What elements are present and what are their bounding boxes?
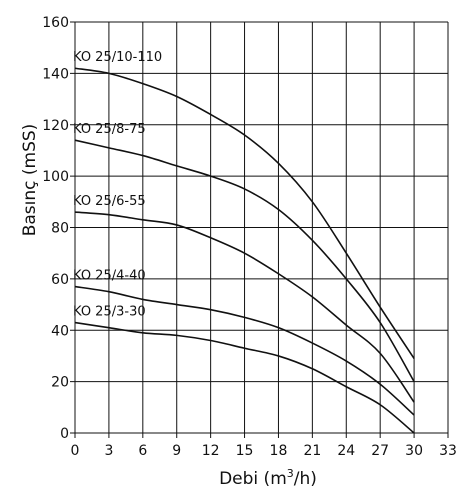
x-tick-label: 3 xyxy=(104,443,113,459)
series-curve xyxy=(74,285,415,416)
x-tick-label: 18 xyxy=(270,443,288,459)
y-tick-label: 100 xyxy=(42,169,69,185)
series-curve xyxy=(74,321,415,434)
x-tick-label: 27 xyxy=(371,443,389,459)
x-tick-label: 15 xyxy=(236,443,254,459)
x-tick-label: 6 xyxy=(138,443,147,459)
grid xyxy=(70,21,449,438)
series-label: KO 25/4-40 xyxy=(73,269,146,284)
y-axis-ticks: 0 20 40 60 80 100 120 140 160 xyxy=(42,15,69,442)
x-axis-title: Debi (m3/h) xyxy=(219,467,317,489)
x-axis-ticks: 0 3 6 9 12 15 18 21 24 27 30 33 xyxy=(71,443,457,459)
y-tick-label: 40 xyxy=(51,323,69,339)
series-curve xyxy=(74,211,415,403)
y-tick-label: 0 xyxy=(60,426,69,442)
x-tick-label: 9 xyxy=(172,443,181,459)
y-tick-label: 120 xyxy=(42,118,69,134)
y-tick-label: 80 xyxy=(51,221,69,237)
x-tick-label: 24 xyxy=(337,443,355,459)
series-curve xyxy=(74,67,415,359)
series-curve xyxy=(74,139,415,383)
y-tick-label: 60 xyxy=(51,272,69,288)
series-labels: KO 25/10-110 KO 25/8-75 KO 25/6-55 KO 25/4-… xyxy=(73,50,162,319)
y-tick-label: 140 xyxy=(42,66,69,82)
x-tick-label: 30 xyxy=(405,443,423,459)
y-tick-label: 20 xyxy=(51,375,69,391)
x-tick-label: 12 xyxy=(202,443,220,459)
y-tick-label: 160 xyxy=(42,15,69,31)
series-label: KO 25/6-55 xyxy=(73,194,146,209)
x-tick-label: 33 xyxy=(439,443,457,459)
x-tick-label: 0 xyxy=(71,443,80,459)
series-label: KO 25/8-75 xyxy=(73,122,146,137)
series-label: KO 25/10-110 xyxy=(73,50,162,65)
series-label: KO 25/3-30 xyxy=(73,305,146,320)
x-tick-label: 21 xyxy=(303,443,321,459)
y-axis-title: Basınç (mSS) xyxy=(20,124,40,237)
series-curves xyxy=(74,67,415,434)
